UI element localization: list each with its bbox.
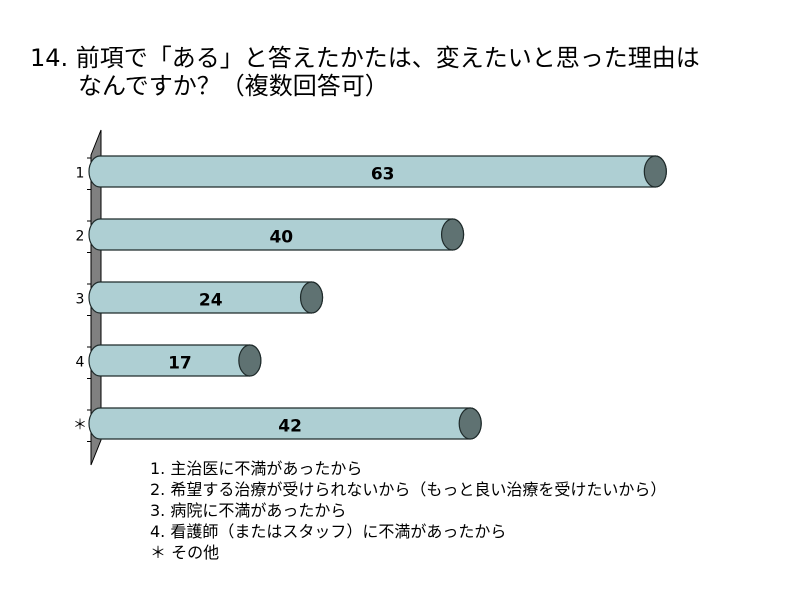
data-label: 17 bbox=[168, 354, 192, 374]
bar-end-cap bbox=[440, 218, 465, 251]
category-label: 4 bbox=[76, 355, 85, 371]
legend-item-other: ＊ その他 bbox=[150, 543, 220, 562]
chart-title: 14. 前項で「ある」と答えたかたは、変えたいと思った理由は なんですか？（複数… bbox=[30, 44, 700, 100]
category-label: 2 bbox=[76, 229, 85, 245]
data-label: 40 bbox=[269, 228, 293, 248]
data-label: 42 bbox=[278, 417, 302, 437]
title-line-1: 14. 前項で「ある」と答えたかたは、変えたいと思った理由は bbox=[30, 44, 700, 72]
data-label: 24 bbox=[199, 291, 223, 311]
legend-item-3: 3. 病院に不満があったから bbox=[150, 501, 347, 520]
bar-end-cap bbox=[238, 344, 262, 377]
title-line-2: なんですか？（複数回答可） bbox=[78, 72, 389, 100]
legend-item-2: 2. 希望する治療が受けられないから（もっと良い治療を受けたいから） bbox=[150, 480, 667, 499]
bar-end-cap bbox=[458, 407, 482, 440]
bar-end-cap bbox=[299, 281, 324, 314]
category-label: 1 bbox=[76, 166, 85, 182]
legend: 1. 主治医に不満があったから 2. 希望する治療が受けられないから（もっと良い… bbox=[150, 458, 666, 563]
legend-item-1: 1. 主治医に不満があったから bbox=[150, 459, 363, 478]
category-label: 3 bbox=[76, 292, 85, 308]
category-label: ＊ bbox=[73, 418, 87, 434]
legend-item-4: 4. 看護師（またはスタッフ）に不満があったから bbox=[150, 522, 507, 541]
bar-end-cap bbox=[643, 155, 667, 188]
data-label: 63 bbox=[371, 165, 395, 185]
